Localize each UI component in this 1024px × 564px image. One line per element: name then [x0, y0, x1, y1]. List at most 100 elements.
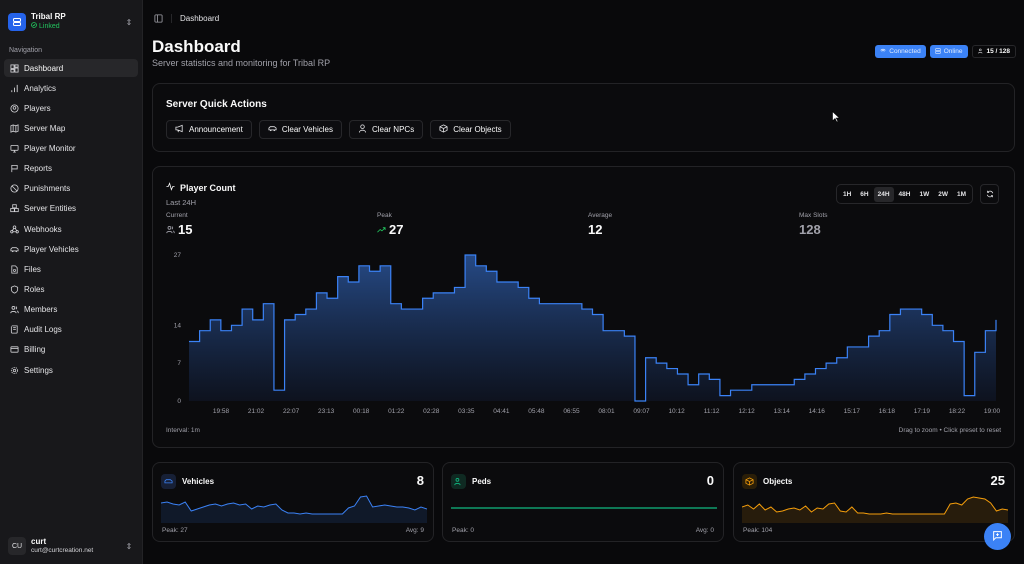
box-icon	[742, 474, 757, 489]
objects-sparkline	[742, 496, 1008, 523]
svg-text:11:12: 11:12	[704, 408, 720, 415]
vehicles-count: 8	[416, 473, 424, 488]
peds-card: Peds 0 Peak: 0 Avg: 0	[442, 462, 724, 542]
team-switcher[interactable]: Tribal RP Linked ⇕	[0, 0, 142, 36]
sidebar-item-players[interactable]: Players	[4, 99, 138, 117]
mouse-cursor-icon	[832, 111, 840, 123]
svg-text:13:14: 13:14	[774, 408, 791, 415]
clear-npcs-button[interactable]: Clear NPCs	[348, 120, 424, 139]
sidebar-item-members[interactable]: Members	[4, 301, 138, 319]
sidebar-item-analytics[interactable]: Analytics	[4, 79, 138, 97]
megaphone-icon	[175, 124, 184, 135]
range-1m[interactable]: 1M	[956, 190, 966, 198]
sidebar-nav: Dashboard Analytics Players Server Map P…	[0, 57, 142, 381]
sidebar-item-player-vehicles[interactable]: Player Vehicles	[4, 240, 138, 258]
breadcrumb[interactable]: Dashboard	[180, 13, 220, 23]
stat-average: Average 12	[588, 212, 613, 237]
sidebar-item-dashboard[interactable]: Dashboard	[4, 59, 138, 77]
chart-hint: Drag to zoom • Click preset to reset	[898, 427, 1001, 434]
svg-text:19:58: 19:58	[213, 408, 230, 415]
vehicles-peak: Peak: 27	[162, 527, 188, 534]
topbar: Dashboard	[143, 0, 1024, 36]
monitor-icon	[9, 144, 19, 154]
svg-text:0: 0	[177, 398, 181, 405]
range-2w[interactable]: 2W	[938, 190, 948, 198]
range-24h[interactable]: 24H	[873, 186, 894, 202]
activity-icon	[166, 182, 175, 193]
sidebar-item-server-map[interactable]: Server Map	[4, 119, 138, 137]
sidebar: Tribal RP Linked ⇕ Navigation Dashboard …	[0, 0, 143, 564]
vehicles-avg: Avg: 9	[405, 527, 424, 534]
main-content: Dashboard Dashboard Server statistics an…	[143, 0, 1024, 564]
vehicles-card: Vehicles 8 Peak: 27 Avg: 9	[152, 462, 434, 542]
user-menu[interactable]: CU curt curt@curtcreation.net ⇕	[0, 528, 142, 564]
sidebar-item-reports[interactable]: Reports	[4, 160, 138, 178]
svg-text:03:35: 03:35	[458, 408, 475, 415]
users-icon	[9, 305, 19, 315]
divider	[171, 13, 172, 23]
user-icon	[358, 124, 367, 135]
sidebar-item-punishments[interactable]: Punishments	[4, 180, 138, 198]
svg-text:01:22: 01:22	[388, 408, 405, 415]
car-icon	[268, 124, 277, 135]
user-circle-icon	[9, 103, 19, 113]
stat-max-slots: Max Slots 128	[799, 212, 828, 237]
range-label: Last 24H	[166, 198, 197, 207]
clear-objects-button[interactable]: Clear Objects	[430, 120, 511, 139]
team-name: Tribal RP	[31, 12, 66, 21]
nav-section-label: Navigation	[9, 47, 43, 54]
svg-text:02:28: 02:28	[423, 408, 440, 415]
player-count-chart[interactable]: 0 7 14 27 19:58 21:02 22:07 23:13 00:18 01:22 02:2…	[153, 247, 1016, 417]
svg-text:09:07: 09:07	[633, 408, 650, 415]
sidebar-item-player-monitor[interactable]: Player Monitor	[4, 140, 138, 158]
chat-support-button[interactable]	[984, 523, 1011, 550]
peds-count: 0	[706, 473, 714, 488]
range-48h[interactable]: 48H	[898, 190, 911, 198]
sidebar-item-roles[interactable]: Roles	[4, 281, 138, 299]
svg-text:22:07: 22:07	[283, 408, 300, 415]
svg-text:7: 7	[177, 360, 181, 367]
player-count-title: Player Count	[180, 182, 236, 193]
announcement-button[interactable]: Announcement	[166, 120, 252, 139]
user-name: curt	[31, 537, 47, 546]
player-count-badge: 15 / 128	[971, 45, 1016, 58]
file-icon	[9, 264, 19, 274]
quick-actions-card: Server Quick Actions Announcement Clear …	[152, 83, 1015, 152]
sidebar-item-server-entities[interactable]: Server Entities	[4, 200, 138, 218]
peds-sparkline	[451, 507, 717, 509]
vehicles-sparkline	[161, 495, 427, 523]
avatar: CU	[8, 537, 26, 555]
player-count-card: Player Count Last 24H Current 15 Peak 27…	[152, 166, 1015, 448]
svg-text:18:22: 18:22	[949, 408, 966, 415]
clear-vehicles-button[interactable]: Clear Vehicles	[258, 120, 342, 139]
gear-icon	[9, 365, 19, 375]
sidebar-item-audit-logs[interactable]: Audit Logs	[4, 321, 138, 339]
svg-text:16:18: 16:18	[879, 408, 896, 415]
sidebar-item-billing[interactable]: Billing	[4, 341, 138, 359]
map-icon	[9, 123, 19, 133]
trending-up-icon	[377, 222, 386, 237]
user-email: curt@curtcreation.net	[31, 547, 94, 554]
page-subtitle: Server statistics and monitoring for Tri…	[152, 58, 331, 68]
range-1w[interactable]: 1W	[919, 190, 930, 198]
svg-text:14:16: 14:16	[809, 408, 826, 415]
svg-text:15:17: 15:17	[844, 408, 861, 415]
chevrons-up-down-icon: ⇕	[125, 541, 133, 551]
sidebar-item-settings[interactable]: Settings	[4, 361, 138, 379]
svg-text:10:12: 10:12	[668, 408, 685, 415]
sidebar-item-webhooks[interactable]: Webhooks	[4, 220, 138, 238]
message-square-icon	[992, 528, 1003, 546]
sidebar-item-files[interactable]: Files	[4, 260, 138, 278]
sidebar-toggle-icon[interactable]	[153, 13, 163, 23]
credit-card-icon	[9, 345, 19, 355]
stat-current: Current 15	[166, 212, 193, 237]
webhook-icon	[9, 224, 19, 234]
box-icon	[439, 124, 448, 135]
refresh-button[interactable]	[980, 184, 999, 204]
range-6h[interactable]: 6H	[860, 190, 869, 198]
ban-icon	[9, 184, 19, 194]
online-badge: Online	[929, 45, 968, 58]
svg-text:05:48: 05:48	[528, 408, 545, 415]
range-1h[interactable]: 1H	[842, 190, 852, 198]
refresh-icon	[986, 185, 994, 203]
